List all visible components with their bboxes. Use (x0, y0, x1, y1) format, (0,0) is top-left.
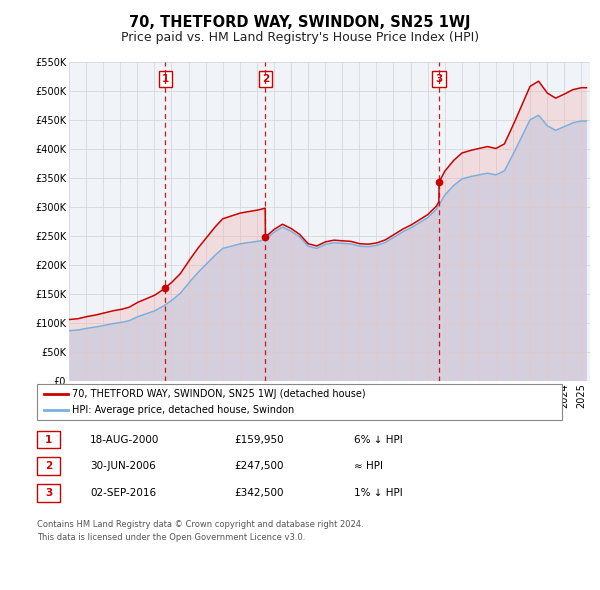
Text: Price paid vs. HM Land Registry's House Price Index (HPI): Price paid vs. HM Land Registry's House … (121, 31, 479, 44)
Text: £159,950: £159,950 (234, 435, 284, 444)
Text: £342,500: £342,500 (234, 488, 284, 497)
Text: 1: 1 (161, 74, 169, 84)
Text: 1: 1 (45, 435, 52, 444)
Text: £247,500: £247,500 (234, 461, 284, 471)
Text: 1% ↓ HPI: 1% ↓ HPI (354, 488, 403, 497)
Text: 18-AUG-2000: 18-AUG-2000 (90, 435, 160, 444)
Text: Contains HM Land Registry data © Crown copyright and database right 2024.: Contains HM Land Registry data © Crown c… (37, 520, 364, 529)
Text: 30-JUN-2006: 30-JUN-2006 (90, 461, 156, 471)
Text: HPI: Average price, detached house, Swindon: HPI: Average price, detached house, Swin… (72, 405, 294, 415)
Text: 3: 3 (45, 488, 52, 497)
Text: 70, THETFORD WAY, SWINDON, SN25 1WJ: 70, THETFORD WAY, SWINDON, SN25 1WJ (129, 15, 471, 30)
Text: ≈ HPI: ≈ HPI (354, 461, 383, 471)
Text: This data is licensed under the Open Government Licence v3.0.: This data is licensed under the Open Gov… (37, 533, 305, 542)
Text: 3: 3 (436, 74, 443, 84)
Text: 6% ↓ HPI: 6% ↓ HPI (354, 435, 403, 444)
Text: 2: 2 (262, 74, 269, 84)
Text: 02-SEP-2016: 02-SEP-2016 (90, 488, 156, 497)
Text: 70, THETFORD WAY, SWINDON, SN25 1WJ (detached house): 70, THETFORD WAY, SWINDON, SN25 1WJ (det… (72, 389, 365, 399)
Text: 2: 2 (45, 461, 52, 471)
